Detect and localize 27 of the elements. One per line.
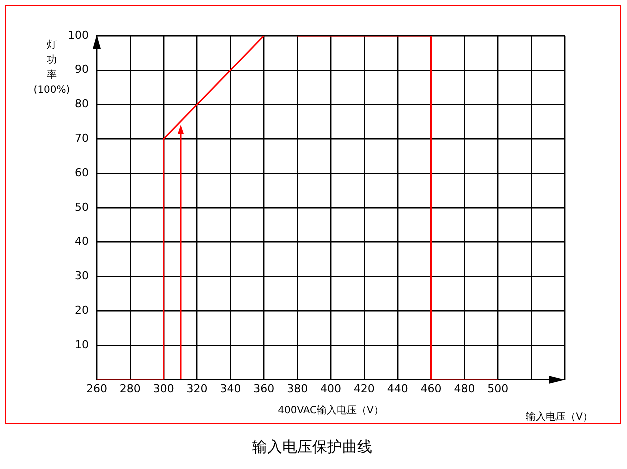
x-tick-label: 260 — [86, 382, 108, 396]
x-tick-label: 380 — [287, 382, 308, 396]
x-tick-label: 400 — [320, 382, 342, 396]
y-tick-label: 30 — [74, 270, 89, 283]
y-tick-label: 90 — [74, 63, 89, 76]
y-tick-label: 80 — [74, 98, 89, 111]
x-tick-label: 500 — [488, 382, 509, 396]
y-tick-label: 10 — [74, 338, 89, 352]
x-tick-label: 320 — [186, 382, 208, 396]
text: 输入电压保护曲线 — [252, 438, 372, 456]
y-tick-label: 60 — [74, 166, 89, 180]
x-tick-label: 440 — [387, 382, 408, 396]
x-tick-label: 420 — [354, 382, 375, 396]
x-tick-label: 280 — [120, 382, 141, 396]
y-axis-title: 灯功率(100%) — [34, 39, 70, 96]
y-tick-label: 50 — [74, 200, 89, 214]
x-tick-label: 300 — [153, 382, 174, 396]
y-tick-label: 100 — [68, 28, 89, 42]
x-tick-label: 460 — [420, 382, 442, 396]
x-axis-title: 400VAC输入电压（V） — [278, 404, 384, 417]
x-tick-label: 340 — [220, 382, 242, 396]
y-tick-label: 70 — [74, 132, 89, 145]
y-tick-label: 40 — [74, 235, 89, 248]
y-tick-label: 20 — [74, 304, 89, 317]
text: 输入电压（V） — [526, 410, 593, 423]
x-tick-label: 480 — [454, 382, 476, 396]
x-tick-label: 360 — [254, 382, 275, 396]
